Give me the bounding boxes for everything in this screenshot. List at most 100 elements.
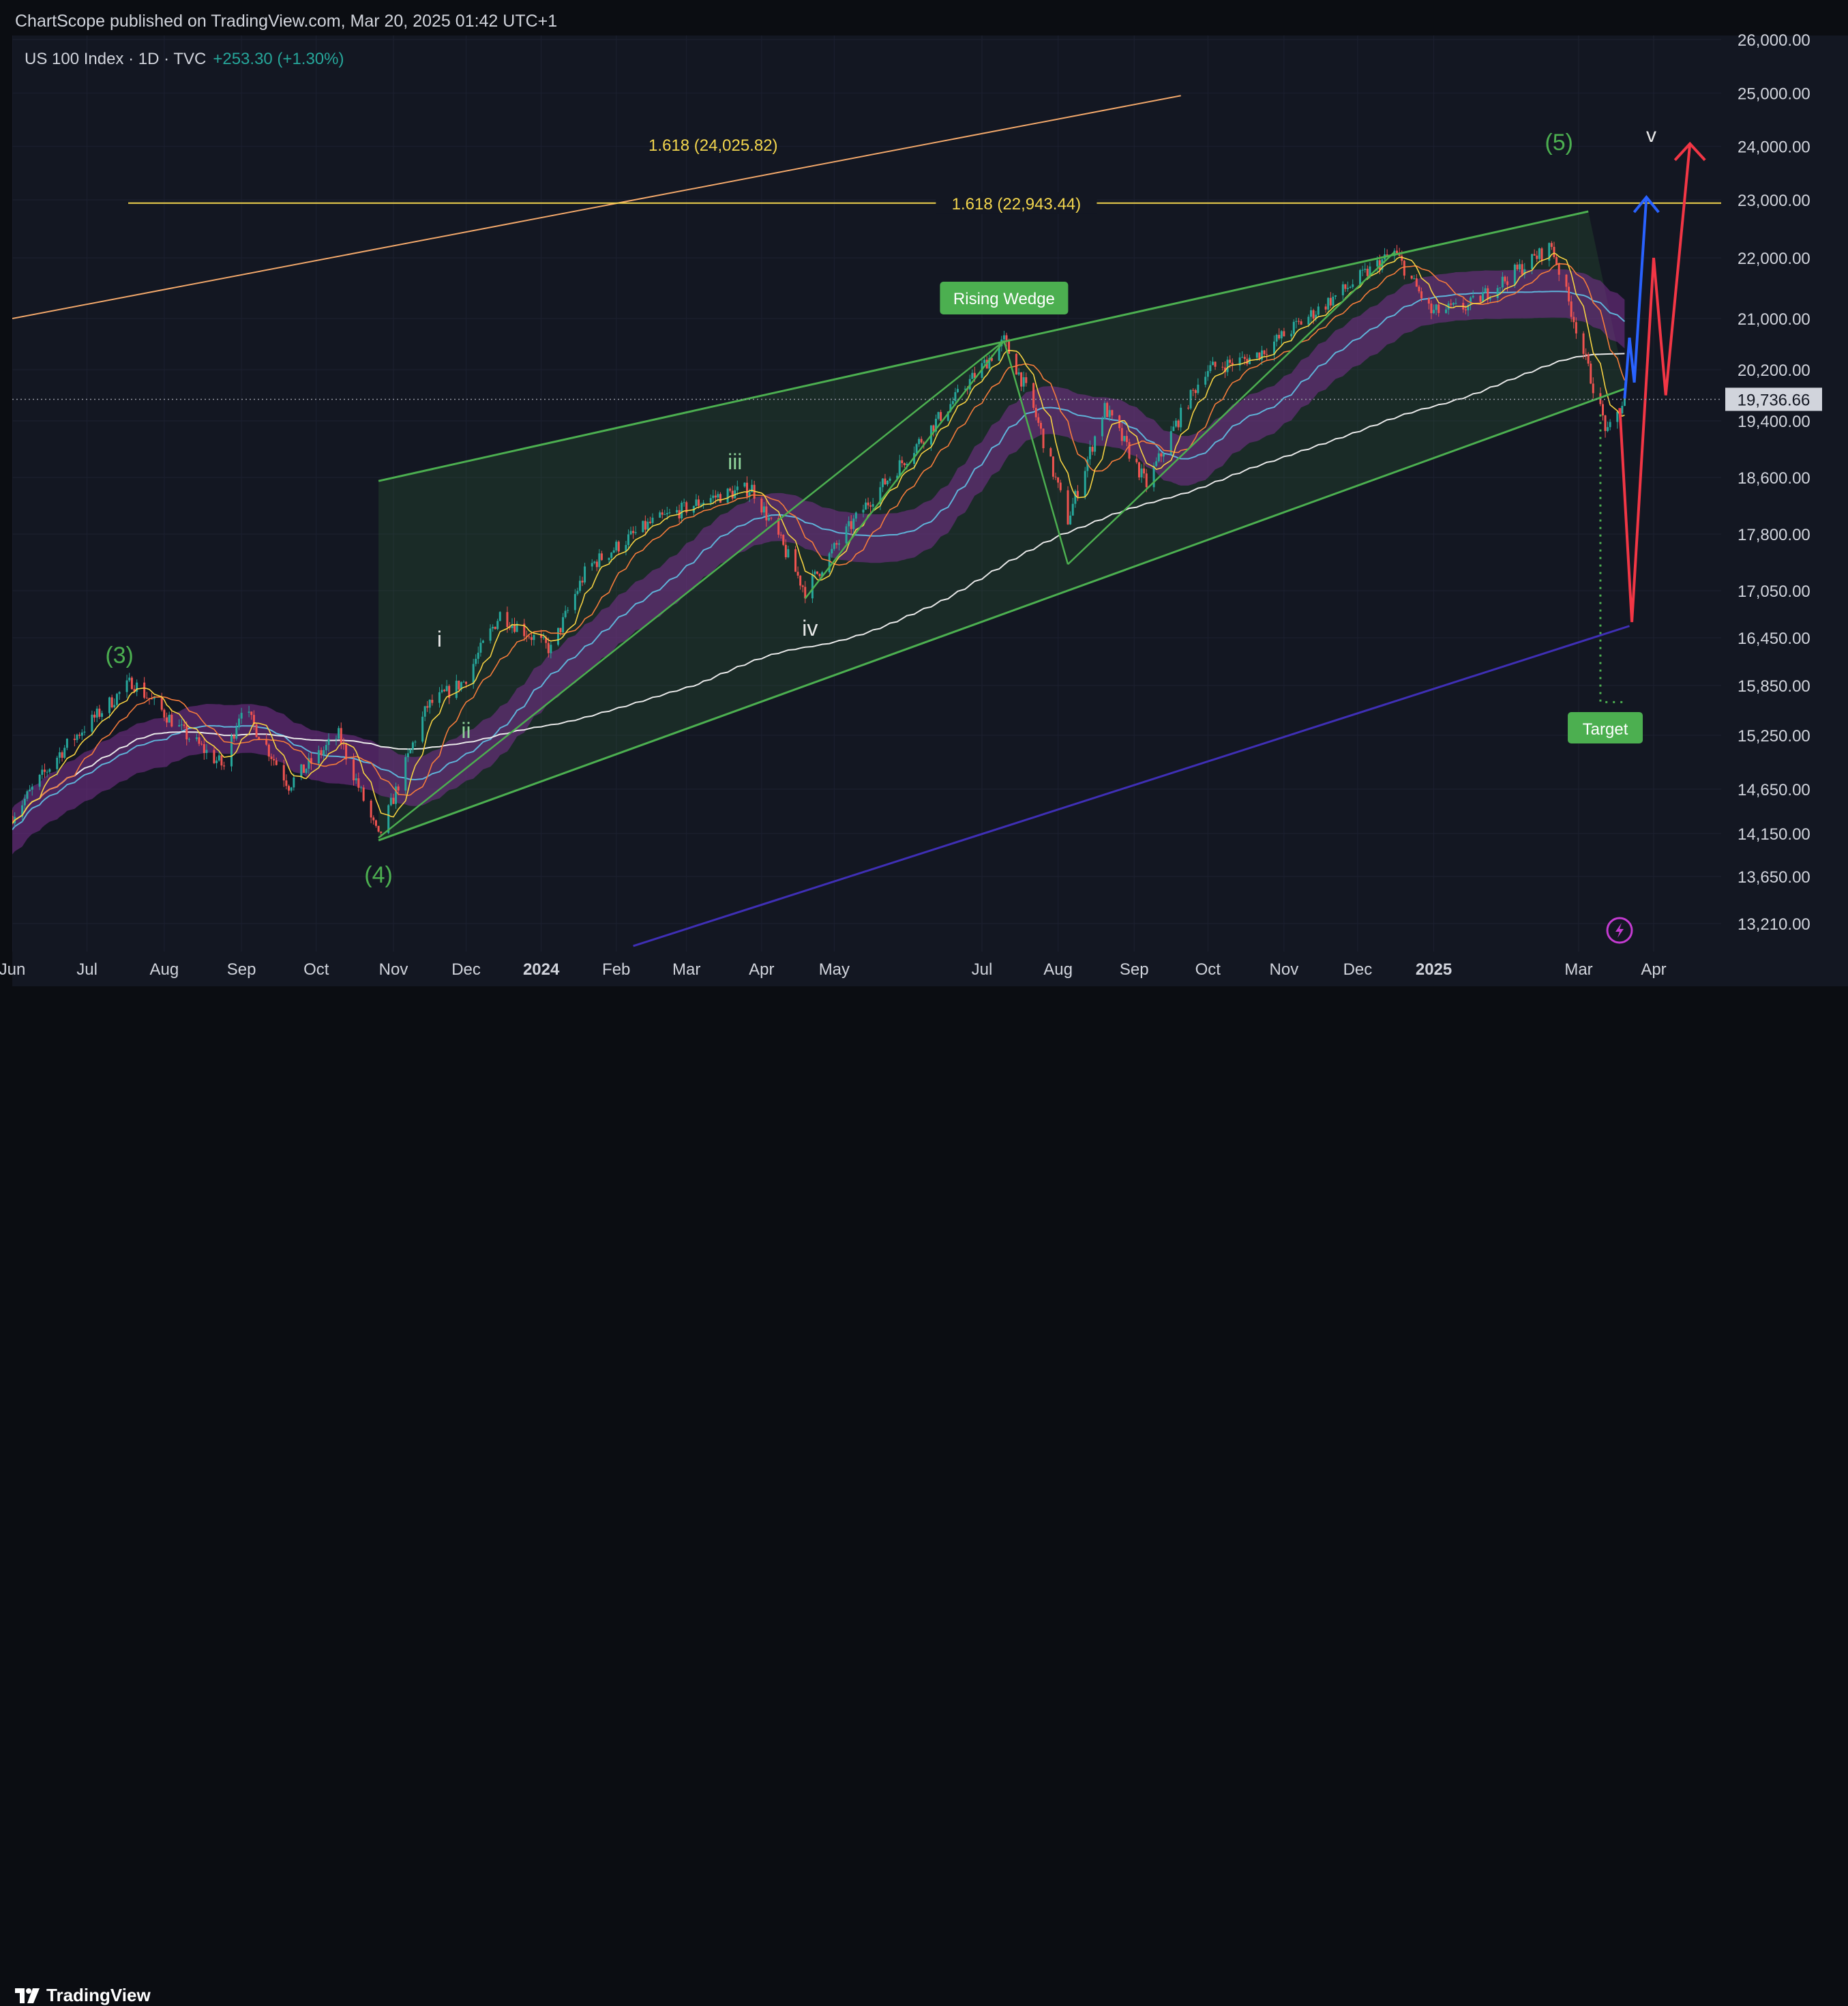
candle-body	[625, 545, 627, 552]
candle-body	[1059, 482, 1062, 490]
candle-body	[1324, 306, 1327, 310]
candle-body	[545, 637, 548, 643]
price-tick-label: 13,210.00	[1738, 915, 1810, 934]
candle-body	[465, 681, 468, 684]
candle-body	[1128, 442, 1131, 459]
publish-header: ChartScope published on TradingView.com,…	[0, 0, 1848, 35]
candle-body	[1364, 269, 1367, 270]
candle-body	[455, 680, 458, 698]
candle-body	[317, 750, 320, 764]
candle-body	[108, 697, 110, 713]
candle-body	[1094, 436, 1097, 452]
candle-body	[1317, 306, 1320, 315]
candle-body	[1140, 468, 1143, 477]
candle-body	[1332, 296, 1335, 306]
candle-body	[1086, 459, 1089, 471]
candle-body	[1623, 396, 1626, 407]
candle-body	[387, 805, 390, 834]
wave-label-iv: iv	[802, 616, 818, 640]
candle-body	[1470, 297, 1472, 306]
candle-body	[1450, 304, 1452, 305]
symbol-legend[interactable]: US 100 Index · 1D · TVC +253.30 (+1.30%)	[25, 50, 344, 69]
candle-body	[362, 787, 365, 801]
chart-pane[interactable]	[12, 35, 1721, 986]
candle-body	[26, 791, 29, 799]
candle-body	[1310, 310, 1313, 317]
candle-body	[831, 548, 833, 554]
tradingview-logo[interactable]: TradingView	[14, 1985, 151, 2006]
candle-body	[664, 514, 666, 516]
candle-body	[1174, 420, 1177, 427]
candle-body	[1592, 383, 1594, 394]
candle-body	[1609, 422, 1611, 428]
candle-body	[1347, 288, 1350, 289]
candle-body	[1067, 490, 1069, 525]
candle-body	[661, 512, 664, 515]
candle-body	[1266, 354, 1268, 355]
candle-body	[1037, 417, 1040, 423]
candle-body	[1482, 293, 1485, 302]
candle-body	[1329, 297, 1332, 306]
candle-body	[353, 759, 355, 781]
candle-body	[460, 682, 462, 690]
time-tick-label: Mar	[672, 960, 700, 979]
candle-body	[445, 685, 448, 692]
candle-body	[1565, 274, 1568, 287]
candle-body	[1194, 390, 1197, 394]
candle-body	[198, 737, 200, 744]
candle-body	[1501, 276, 1504, 288]
candle-body	[1022, 377, 1025, 387]
target-badge	[1568, 712, 1643, 743]
candle-body	[646, 521, 649, 530]
time-tick-label: Sep	[1120, 960, 1149, 979]
candle-body	[200, 743, 203, 745]
candle-body	[1533, 254, 1536, 256]
candle-body	[542, 637, 545, 638]
candle-body	[151, 698, 153, 700]
candle-body	[1430, 304, 1433, 314]
candle-body	[160, 697, 163, 710]
time-tick-label: Sep	[227, 960, 256, 979]
candle-body	[61, 752, 63, 758]
candle-body	[591, 563, 593, 567]
candle-body	[714, 495, 717, 498]
candle-body	[1349, 286, 1352, 289]
time-tick-label: Apr	[749, 960, 774, 979]
candle-body	[1327, 297, 1330, 310]
candle-body	[1197, 384, 1199, 394]
candle-body	[1386, 254, 1388, 256]
candle-body	[683, 502, 685, 503]
candle-body	[255, 724, 258, 737]
candle-body	[1263, 350, 1266, 355]
fib-label-line: 1.618 (22,943.44)	[952, 195, 1081, 213]
time-tick-label: May	[819, 960, 850, 979]
wave-label-iii: iii	[728, 449, 742, 474]
candle-body	[1607, 427, 1609, 431]
tradingview-logo-icon	[15, 1988, 40, 2003]
candle-body	[372, 817, 375, 821]
candle-body	[1275, 334, 1278, 342]
candle-body	[1415, 278, 1418, 287]
candle-body	[932, 425, 935, 432]
candle-body	[1499, 287, 1502, 289]
candle-body	[21, 805, 24, 817]
candle-body	[1467, 305, 1470, 310]
long-term-trendline	[633, 625, 1630, 947]
price-tick-label: 14,150.00	[1738, 825, 1810, 844]
candle-body	[642, 520, 644, 533]
candle-body	[1550, 243, 1553, 247]
candle-body	[441, 690, 443, 692]
candle-body	[230, 735, 233, 767]
candle-body	[598, 553, 601, 567]
candle-body	[1452, 303, 1455, 305]
candle-body	[1192, 389, 1195, 391]
candle-body	[940, 412, 942, 421]
projection-red-arrowhead	[1673, 141, 1706, 162]
candle-body	[743, 482, 746, 487]
lightning-bolt-icon	[1615, 923, 1624, 938]
projection-blue-arrowhead	[1633, 194, 1660, 213]
candle-body	[983, 359, 986, 364]
candle-body	[252, 715, 255, 724]
candle-body	[1435, 304, 1437, 310]
